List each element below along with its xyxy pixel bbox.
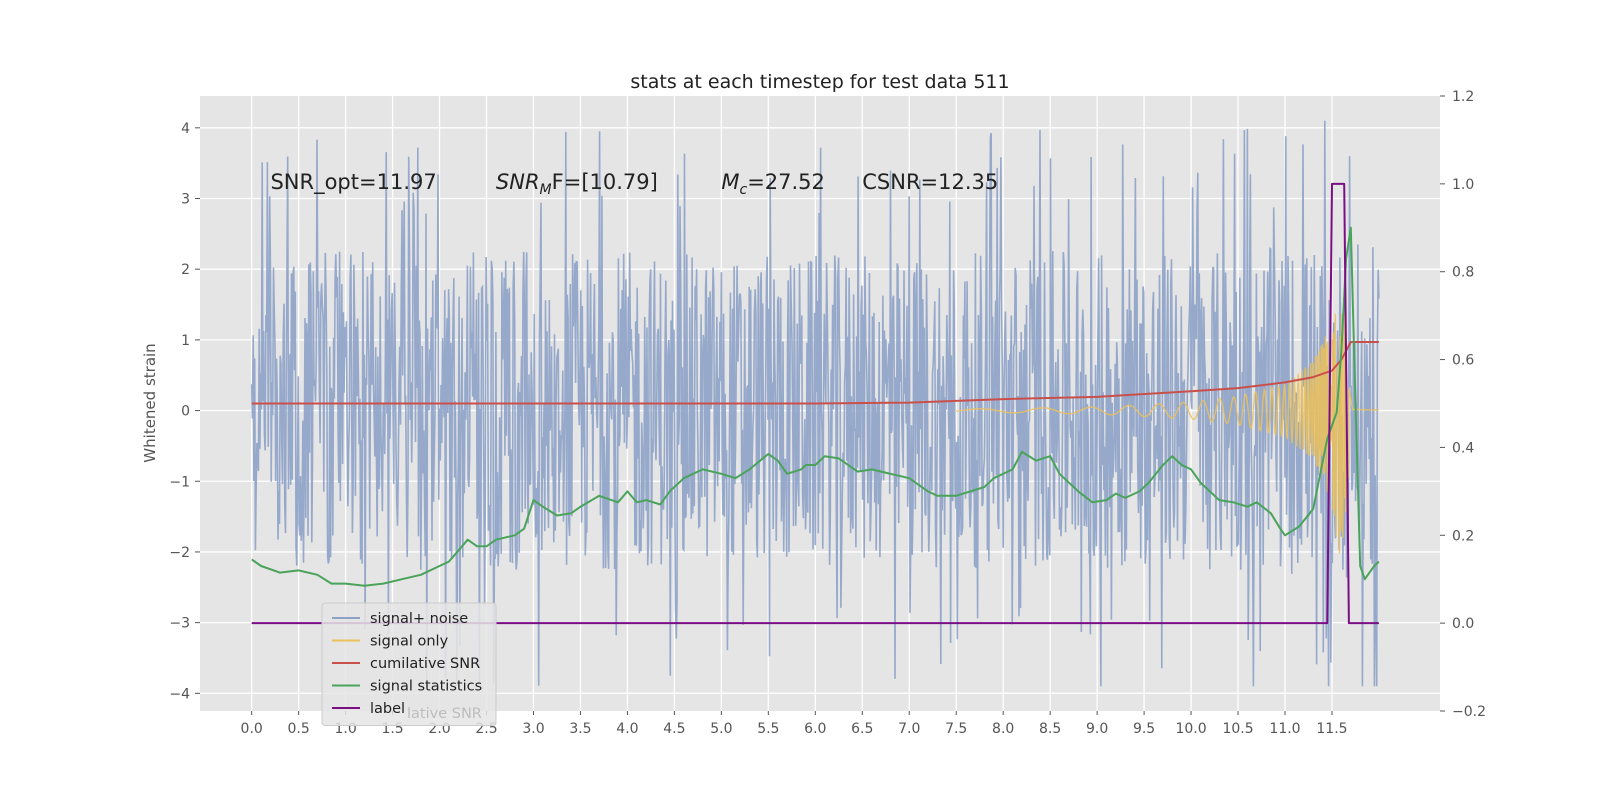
annotation-main: SNR	[496, 170, 540, 194]
legend-box	[321, 602, 497, 726]
x-tick-label: 9.0	[1086, 721, 1108, 737]
y-tick-label: 3	[181, 192, 190, 208]
y2-tick-label: 1.2	[1452, 89, 1474, 105]
axes-layer: 0.0 0.5 1.0 1.5 2.0 2.5 3.0 3.5 4.0 4.5 5.0 5.5 6.0 6…	[169, 89, 1486, 737]
x-tick-label: 5.0	[710, 721, 732, 737]
y2-tick-label: 0.4	[1452, 440, 1474, 456]
annotation-subscript: M	[540, 182, 552, 198]
series-layer	[250, 120, 1380, 687]
x-tick-label: 11.5	[1316, 721, 1347, 737]
annotation-tail: =27.52	[747, 170, 825, 194]
y-tick-label: 0	[181, 404, 190, 420]
x-tick-label: 6.5	[851, 721, 873, 737]
x-tick-label: 11.0	[1269, 721, 1300, 737]
x-tick-label: 4.0	[616, 721, 638, 737]
annotation-main: M	[721, 170, 739, 194]
y2-tick-label: 0.6	[1452, 353, 1474, 369]
x-tick-label: 8.0	[992, 721, 1014, 737]
series-signal-statistics	[251, 226, 1380, 587]
annotation-text: CSNR=12.35	[862, 170, 998, 194]
x-tick-label: 9.5	[1133, 721, 1155, 737]
annotation-text: SNRMF=[10.79]	[496, 170, 658, 198]
annotation-text: SNR_opt=11.97	[270, 170, 436, 195]
y-axis-label: Whitened strain	[141, 343, 159, 462]
chart-title: stats at each timestep for test data 511	[630, 71, 1009, 93]
legend-entry-label: signal only	[370, 634, 449, 650]
y-tick-label: 1	[181, 333, 190, 349]
y-tick-label: 4	[181, 121, 190, 137]
y-tick-label: −1	[169, 474, 190, 490]
y2-tick-label: 1.0	[1452, 177, 1474, 193]
x-tick-label: 10.5	[1222, 721, 1253, 737]
legend-entry-label: signal+ noise	[370, 611, 468, 627]
x-tick-label: 8.5	[1039, 721, 1061, 737]
y-tick-label: −4	[169, 686, 190, 702]
y2-tick-label: 0.2	[1452, 528, 1474, 544]
legend-entry-label: label	[370, 701, 405, 717]
x-tick-label: 0.5	[288, 721, 310, 737]
x-tick-label: 6.0	[804, 721, 826, 737]
x-tick-label: 3.5	[569, 721, 591, 737]
annotation-tail: F=[10.79]	[552, 170, 658, 194]
series-cumilative-snr	[251, 341, 1379, 405]
x-tick-label: 4.5	[663, 721, 685, 737]
x-tick-label: 7.5	[945, 721, 967, 737]
x-tick-label: 0.0	[241, 721, 263, 737]
x-tick-label: 5.5	[757, 721, 779, 737]
annotation-layer: SNR_opt=11.97 SNRMF=[10.79] Mc=27.52 CSNR=1…	[270, 170, 998, 198]
y-tick-label: −2	[169, 545, 190, 561]
series-label	[251, 182, 1379, 625]
series-signal-noise	[250, 120, 1380, 687]
annotation-text: Mc=27.52	[721, 170, 825, 198]
y-tick-label: −3	[169, 616, 190, 632]
annotation-subscript: c	[739, 182, 747, 198]
y2-tick-label: −0.2	[1452, 704, 1486, 720]
y-tick-label: 2	[181, 262, 190, 278]
y2-tick-label: 0.8	[1452, 265, 1474, 281]
legend-entry-label: signal statistics	[370, 679, 482, 695]
x-tick-label: 7.0	[898, 721, 920, 737]
legend-ghost-text: lative SNR	[407, 706, 482, 722]
x-tick-label: 3.0	[522, 721, 544, 737]
y2-tick-label: 0.0	[1452, 616, 1474, 632]
x-tick-label: 10.0	[1175, 721, 1206, 737]
legend: lative SNR signal+ noise signal only cumila…	[321, 602, 497, 726]
legend-entry-label: cumilative SNR	[370, 656, 480, 672]
